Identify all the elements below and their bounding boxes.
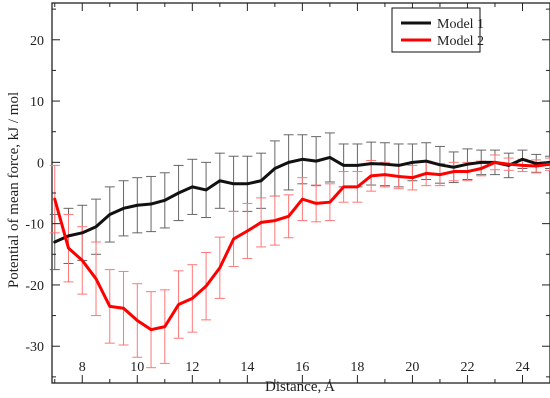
- x-tick-label: 14: [240, 360, 254, 375]
- x-axis-ticks: 8 10 12 14 16 18 20 22 24: [54, 3, 550, 383]
- y-tick-label: 20: [30, 34, 44, 49]
- x-axis-label: Distance, A: [265, 379, 335, 393]
- x-tick-label: 20: [405, 360, 419, 375]
- y-tick-label: 10: [30, 95, 44, 110]
- legend-frame: [391, 7, 481, 53]
- x-tick-label: 24: [515, 360, 529, 375]
- x-tick-label: 12: [185, 360, 199, 375]
- series-line-model-1: [53, 155, 550, 244]
- x-tick-label: 10: [130, 360, 144, 375]
- y-tick-label: -20: [25, 279, 44, 294]
- legend: Model 1 Model 2: [391, 7, 484, 53]
- legend-label-model-1: Model 1: [437, 17, 484, 32]
- x-tick-label: 8: [79, 360, 86, 375]
- y-tick-label: 0: [37, 156, 44, 171]
- series-line-model-2: [53, 160, 550, 332]
- x-tick-label: 18: [350, 360, 364, 375]
- y-axis-label: Potential of mean force, kJ / mol: [6, 92, 22, 288]
- series-layer: [53, 155, 550, 332]
- y-tick-label: -30: [25, 340, 44, 355]
- legend-label-model-2: Model 2: [437, 34, 484, 49]
- y-tick-label: -10: [25, 218, 44, 233]
- x-tick-label: 16: [295, 360, 309, 375]
- x-tick-label: 22: [460, 360, 474, 375]
- plot-frame: [51, 2, 550, 384]
- y-axis-ticks: -30 -20 -10 0 10 20: [25, 8, 550, 378]
